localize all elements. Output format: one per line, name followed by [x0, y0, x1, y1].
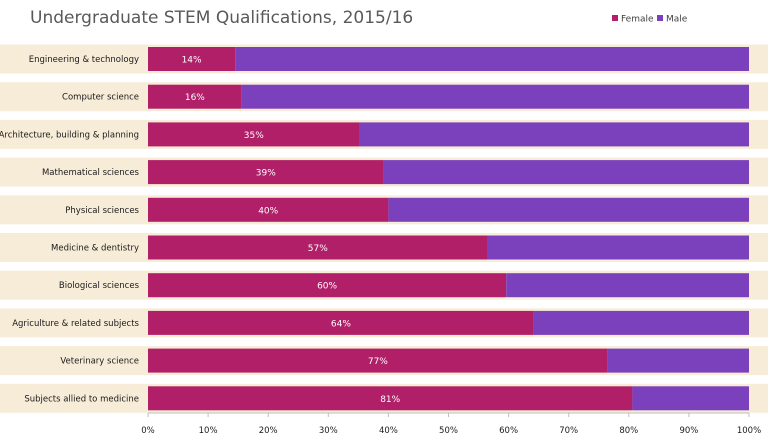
bars	[148, 47, 750, 411]
x-tick-label: 50%	[439, 426, 458, 436]
x-tick-label: 90%	[679, 426, 698, 436]
category-label: Subjects allied to medicine	[24, 394, 139, 404]
bar-female	[148, 160, 384, 185]
bar-value-labels: 14% 16% 35% 39% 40% 57% 60% 64% 77% 81%	[182, 56, 401, 405]
bar-female	[148, 84, 242, 109]
category-label: Physical sciences	[65, 206, 139, 216]
x-axis: 0% 10% 20% 30% 40% 50% 60% 70% 80% 90% 100%	[141, 412, 761, 436]
bar-value-label: 60%	[317, 282, 337, 292]
bar-female	[148, 348, 608, 373]
bar-male	[632, 386, 749, 411]
bar-value-label: 14%	[182, 56, 202, 66]
legend-swatch	[657, 15, 663, 21]
x-tick-label: 10%	[199, 426, 218, 436]
bar-male	[607, 348, 749, 373]
x-tick-label: 70%	[559, 426, 578, 436]
bar-value-label: 40%	[258, 206, 278, 216]
bar-value-label: 39%	[256, 169, 276, 179]
category-label: Engineering & technology	[29, 55, 139, 65]
category-label: Mathematical sciences	[42, 168, 140, 178]
category-label: Architecture, building & planning	[0, 130, 139, 140]
x-tick-label: 80%	[619, 426, 638, 436]
category-label: Computer science	[62, 93, 139, 103]
x-tick-label: 30%	[319, 426, 338, 436]
bar-value-label: 57%	[308, 244, 328, 254]
bar-value-label: 81%	[380, 395, 400, 405]
bar-female	[148, 273, 507, 298]
bar-female	[148, 197, 389, 222]
x-tick-label: 100%	[737, 426, 761, 436]
chart-title: Undergraduate STEM Qualifications, 2015/…	[30, 8, 413, 28]
bar-value-label: 35%	[244, 131, 264, 141]
category-labels: Engineering & technology Computer science…	[0, 55, 140, 404]
bar-value-label: 77%	[368, 357, 388, 367]
bar-female	[148, 122, 360, 147]
x-tick-label: 0%	[141, 426, 155, 436]
category-label: Veterinary science	[60, 357, 139, 367]
bar-male	[383, 160, 749, 185]
bar-female	[148, 386, 633, 411]
bar-female	[148, 235, 488, 260]
bar-male	[533, 310, 749, 335]
legend-swatch	[612, 15, 618, 21]
bar-value-label: 64%	[331, 319, 351, 329]
bar-male	[388, 197, 749, 222]
x-tick-label: 60%	[499, 426, 518, 436]
bar-male	[359, 122, 749, 147]
x-tick-label: 40%	[379, 426, 398, 436]
category-label: Medicine & dentistry	[51, 244, 139, 254]
bar-female	[148, 47, 236, 71]
category-label: Biological sciences	[59, 281, 140, 291]
bar-male	[241, 84, 750, 109]
category-label: Agriculture & related subjects	[12, 319, 139, 329]
bar-value-label: 16%	[185, 93, 205, 103]
bar-male	[506, 273, 749, 298]
legend-label: Male	[666, 15, 688, 25]
legend: Female Male	[612, 15, 688, 25]
bar-male	[487, 235, 749, 260]
legend-label: Female	[621, 15, 654, 25]
bar-female	[148, 310, 534, 335]
x-tick-label: 20%	[259, 426, 278, 436]
bar-male	[235, 47, 749, 71]
